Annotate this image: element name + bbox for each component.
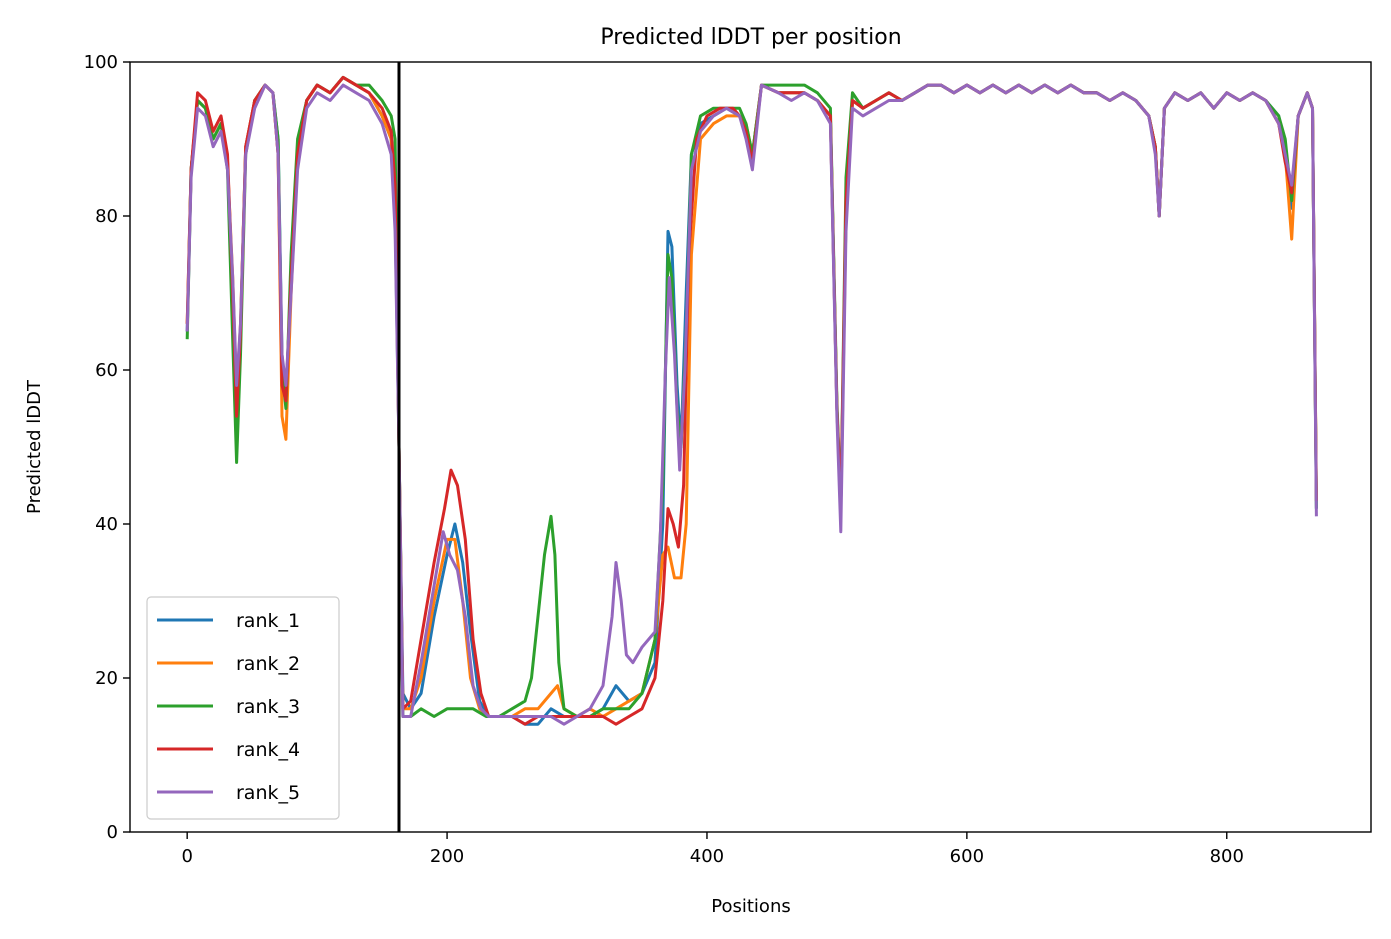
y-tick-label: 0	[107, 822, 118, 843]
x-tick-label: 400	[690, 846, 724, 867]
x-tick-label: 800	[1210, 846, 1244, 867]
y-tick-label: 80	[95, 206, 118, 227]
legend-label-rank_1: rank_1	[236, 610, 300, 632]
x-tick-label: 600	[950, 846, 984, 867]
y-tick-label: 60	[95, 360, 118, 381]
chart-title: Predicted lDDT per position	[600, 25, 901, 50]
y-axis: 0 20 40 60 80 100	[84, 52, 130, 843]
y-tick-label: 20	[95, 668, 118, 689]
series-layer	[185, 75, 1318, 726]
series-line-rank_1	[185, 75, 1318, 726]
x-tick-label: 0	[181, 846, 192, 867]
legend: rank_1 rank_2 rank_3 rank_4 rank_5	[146, 596, 340, 820]
series-line-rank_2	[185, 75, 1318, 718]
x-axis-label: Positions	[711, 896, 790, 917]
y-tick-label: 100	[84, 52, 118, 73]
series-line-rank_3	[185, 75, 1318, 718]
plot-area	[129, 61, 1372, 833]
legend-label-rank_2: rank_2	[236, 653, 300, 675]
legend-box	[146, 596, 340, 820]
y-tick-label: 40	[95, 514, 118, 535]
x-tick-label: 200	[430, 846, 464, 867]
plot-frame	[129, 61, 1372, 833]
series-line-rank_4	[185, 75, 1318, 726]
legend-label-rank_4: rank_4	[236, 739, 300, 761]
y-axis-label: Predicted lDDT	[24, 379, 45, 514]
series-line-rank_5	[185, 83, 1318, 726]
legend-label-rank_3: rank_3	[236, 696, 300, 718]
legend-label-rank_5: rank_5	[236, 782, 300, 804]
x-axis: 0 200 400 600 800	[181, 832, 1244, 867]
